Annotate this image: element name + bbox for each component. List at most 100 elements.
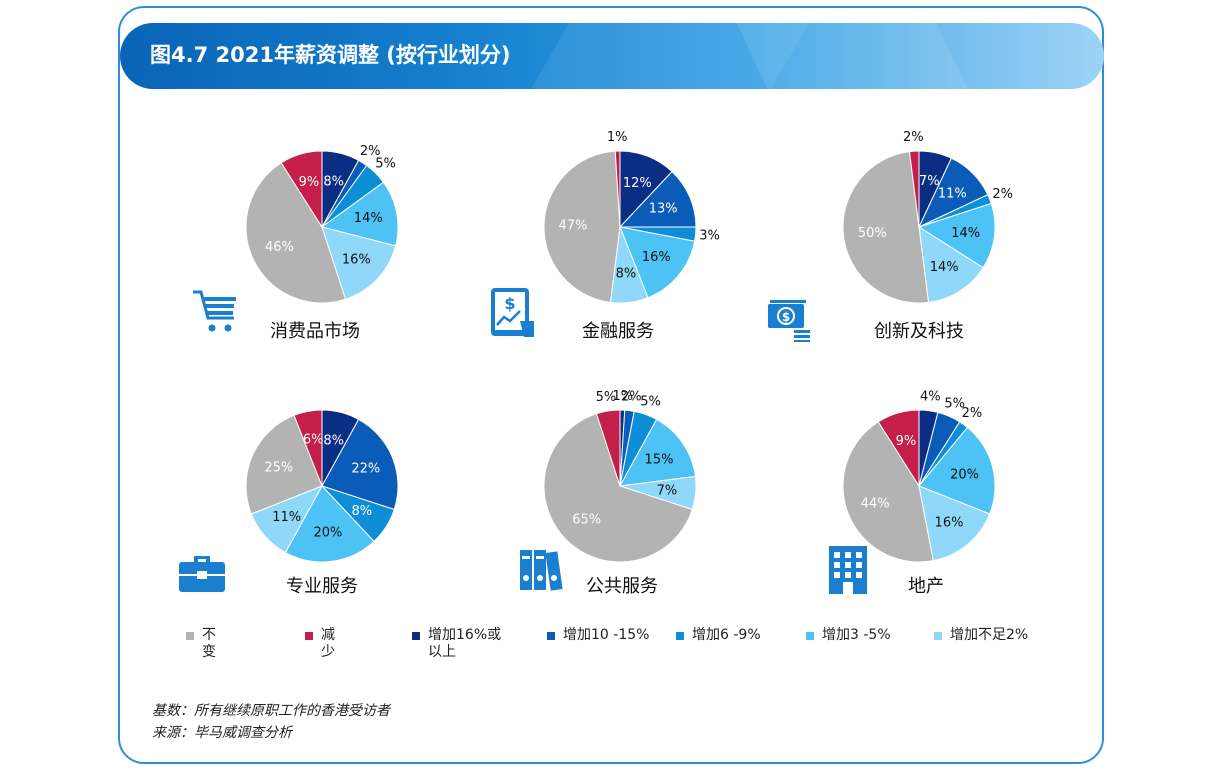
pie-slice (293, 409, 323, 487)
shopping-cart-icon (193, 290, 236, 332)
pie-slice (595, 409, 621, 487)
pie-data-label: 46% (265, 240, 294, 255)
pie-data-label: 8% (616, 267, 637, 282)
pie-data-label: 65% (572, 512, 601, 527)
pie-data-label: 14% (354, 211, 383, 226)
financial-tablet-icon: $ (491, 288, 534, 337)
pie-slice (918, 426, 996, 515)
pie-data-label: 25% (264, 460, 293, 475)
pie-data-label: 8% (323, 174, 344, 189)
pie-slice (842, 421, 934, 563)
pie-slice (918, 485, 991, 562)
legend-label: 增加16%或以上 (428, 627, 502, 660)
pie-data-label: 16% (935, 515, 964, 530)
pie-data-label: 2% (962, 406, 983, 421)
pie-data-label: 3% (699, 229, 720, 244)
category-label-professional: 专业服务 (286, 576, 358, 597)
pie-data-label: 5% (640, 394, 661, 409)
legend-swatch (806, 632, 814, 640)
pie-slice (321, 226, 397, 300)
pie-data-label: 20% (950, 467, 979, 482)
pie-slice (321, 418, 399, 511)
base-note: 基数：所有继续原职工作的香港受访者 (152, 703, 390, 719)
pie-chart: 4% 5%2% 20% 16% 44% 9% (842, 390, 996, 563)
source-note: 来源：毕马威调查分析 (152, 725, 292, 741)
pie-data-label: 16% (342, 252, 371, 267)
pie-slice (877, 409, 920, 488)
pie-data-label: 8% (351, 504, 372, 519)
pie-slice (280, 150, 323, 229)
pie-data-label: 11% (272, 510, 301, 525)
pie-data-label: 2% (360, 144, 381, 159)
pie-slice (614, 150, 621, 228)
pie-data-label: 5% (375, 156, 396, 171)
pie-data-label: 1% (612, 389, 633, 404)
pie-data-label: 5% (944, 396, 965, 411)
category-label-public: 公共服务 (586, 576, 658, 597)
pie-data-label: 2% (621, 390, 642, 405)
title-banner: 图4.7 2021年薪资调整 (按行业划分) (120, 23, 1104, 89)
footnotes: 基数：所有继续原职工作的香港受访者 来源：毕马威调查分析 (152, 700, 390, 744)
pie-slice (917, 202, 996, 269)
pie-data-label: 14% (930, 260, 959, 275)
pie-data-label: 12% (623, 176, 652, 191)
pie-data-label: 15% (645, 453, 674, 468)
pie-slice (908, 150, 920, 228)
pie-data-label: 1% (607, 130, 628, 145)
legend-swatch (305, 632, 313, 640)
binders-icon (520, 550, 563, 591)
category-label-consumer: 消费品市场 (270, 321, 360, 342)
pie-data-label: 7% (657, 483, 678, 498)
pie-chart: 8% 2%5% 14% 16% 46% 9% (245, 144, 399, 304)
pie-data-label: 14% (951, 226, 980, 241)
building-icon (829, 546, 867, 594)
pie-slice (245, 162, 347, 304)
chart-frame (118, 6, 1104, 764)
pie-data-label: 47% (558, 219, 587, 234)
legend-label: 增加不足2% (950, 627, 1029, 643)
pie-slice (543, 413, 693, 563)
pie-slice (842, 151, 930, 304)
pie-data-label: 50% (858, 226, 887, 241)
pie-chart: 7%11% 2% 14% 14% 50% 2% (842, 130, 1013, 304)
pie-data-label: 2% (903, 130, 924, 145)
category-label-tech: 创新及科技 (874, 321, 964, 342)
briefcase-icon (179, 556, 225, 592)
legend-swatch (412, 632, 420, 640)
pie-data-label: 11% (938, 187, 967, 202)
pie-data-label: 9% (299, 175, 320, 190)
pie-data-label: 5% (596, 390, 617, 405)
legend-swatch (186, 632, 194, 640)
pie-data-label: 9% (896, 434, 917, 449)
pie-slice (245, 414, 323, 515)
pie-data-label: 44% (861, 496, 890, 511)
legend-swatch (676, 632, 684, 640)
pie-data-label: 20% (313, 526, 342, 541)
pie-data-label: 16% (642, 250, 671, 265)
pie-slice (619, 418, 696, 487)
legend-label: 增加10 -15% (563, 627, 650, 643)
category-label-finance: 金融服务 (582, 321, 654, 342)
pie-slice (320, 181, 399, 247)
legend-swatch (934, 632, 942, 640)
pie-chart: 8% 22% 8% 20% 11% 25% 6% (245, 409, 399, 563)
pie-data-label: 8% (323, 433, 344, 448)
pie-slice (918, 226, 984, 303)
pie-slice (618, 170, 697, 228)
chart-title: 图4.7 2021年薪资调整 (按行业划分) (150, 43, 511, 67)
pie-data-label: 22% (351, 462, 380, 477)
legend-label: 增加6 -9% (692, 627, 761, 643)
pie-data-label: 2% (992, 187, 1013, 202)
pie-slice (284, 485, 375, 563)
pie-data-label: 13% (649, 201, 678, 216)
pie-data-label: 6% (303, 433, 324, 448)
pie-slice (619, 226, 696, 299)
category-label-property: 地产 (908, 576, 944, 597)
legend-swatch (547, 632, 555, 640)
legend-label: 减少 (321, 627, 335, 660)
svg-text:$: $ (782, 310, 790, 324)
legend-label: 增加3 -5% (822, 627, 891, 643)
money-stack-icon: $ (768, 300, 810, 342)
